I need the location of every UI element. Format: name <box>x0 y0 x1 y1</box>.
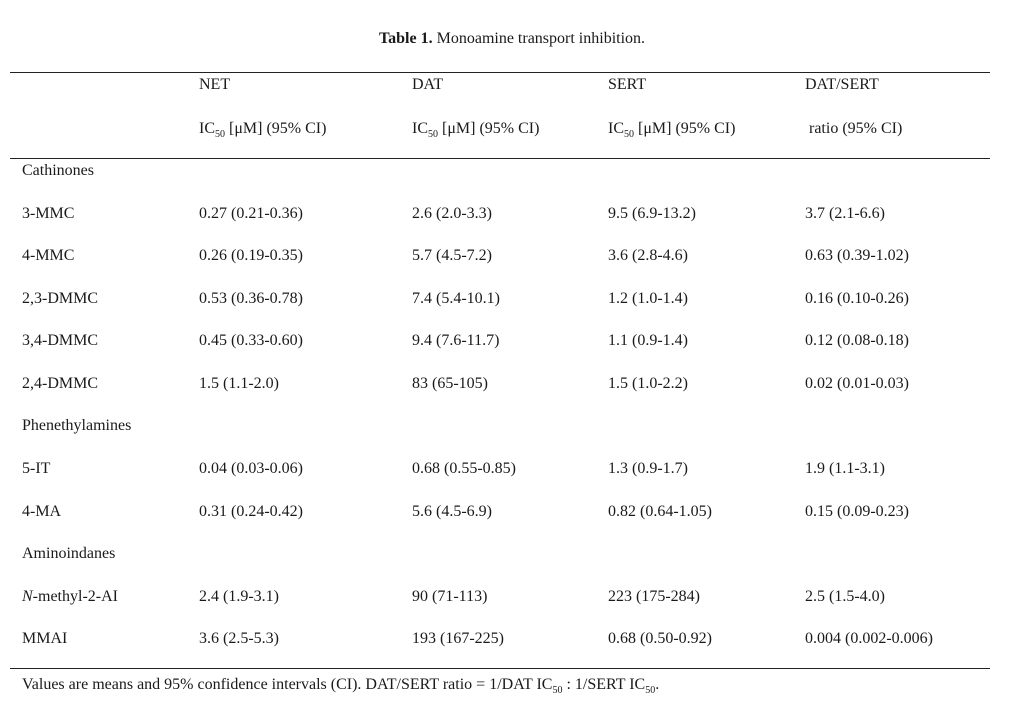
dat-value: 83 (65-105) <box>412 375 488 392</box>
header-dat-sert: DAT/SERT <box>805 76 879 93</box>
ratio-value: 0.16 (0.10-0.26) <box>805 290 909 307</box>
sert-value: 1.3 (0.9-1.7) <box>608 460 688 477</box>
ratio-value: 0.004 (0.002-0.006) <box>805 630 933 647</box>
group-label-aminoindanes: Aminoindanes <box>22 545 116 562</box>
net-value: 0.31 (0.24-0.42) <box>199 503 303 520</box>
sert-value: 0.82 (0.64-1.05) <box>608 503 712 520</box>
top-rule <box>10 72 990 73</box>
sert-value: 223 (175-284) <box>608 588 700 605</box>
group-label-phenethylamines: Phenethylamines <box>22 417 132 434</box>
sert-value: 0.68 (0.50-0.92) <box>608 630 712 647</box>
row-label: 2,3-DMMC <box>22 290 99 307</box>
table-caption-text: Monoamine transport inhibition. <box>436 30 646 47</box>
ratio-value: 3.7 (2.1-6.6) <box>805 205 885 222</box>
dat-value: 7.4 (5.4-10.1) <box>412 290 500 307</box>
row-label: 3-MMC <box>22 205 75 222</box>
sert-value: 3.6 (2.8-4.6) <box>608 247 688 264</box>
sert-value: 9.5 (6.9-13.2) <box>608 205 696 222</box>
net-value: 2.4 (1.9-3.1) <box>199 588 279 605</box>
dat-value: 2.6 (2.0-3.3) <box>412 205 492 222</box>
sert-value: 1.5 (1.0-2.2) <box>608 375 688 392</box>
row-label: N-methyl-2-AI <box>22 588 118 605</box>
ratio-value: 2.5 (1.5-4.0) <box>805 588 885 605</box>
table-footnote: Values are means and 95% confidence inte… <box>22 676 660 697</box>
bottom-rule <box>10 668 990 669</box>
net-value: 3.6 (2.5-5.3) <box>199 630 279 647</box>
dat-value: 5.6 (4.5-6.9) <box>412 503 492 520</box>
row-label: 4-MMC <box>22 247 75 264</box>
ratio-value: 0.15 (0.09-0.23) <box>805 503 909 520</box>
header-rule <box>10 158 990 159</box>
net-value: 0.45 (0.33-0.60) <box>199 332 303 349</box>
net-value: 0.26 (0.19-0.35) <box>199 247 303 264</box>
row-label: 3,4-DMMC <box>22 332 99 349</box>
ratio-value: 0.02 (0.01-0.03) <box>805 375 909 392</box>
group-label-cathinones: Cathinones <box>22 162 94 179</box>
row-label: 5-IT <box>22 460 51 477</box>
header-dat: DAT <box>412 76 444 93</box>
row-label: 4-MA <box>22 503 62 520</box>
net-value: 0.04 (0.03-0.06) <box>199 460 303 477</box>
dat-value: 5.7 (4.5-7.2) <box>412 247 492 264</box>
subheader-sert: IC50 [μM] (95% CI) <box>608 120 736 141</box>
table-caption: Table 1. Monoamine transport inhibition. <box>0 30 1024 48</box>
row-label: 2,4-DMMC <box>22 375 99 392</box>
net-value: 0.27 (0.21-0.36) <box>199 205 303 222</box>
dat-value: 0.68 (0.55-0.85) <box>412 460 516 477</box>
dat-value: 9.4 (7.6-11.7) <box>412 332 500 349</box>
subheader-dat: IC50 [μM] (95% CI) <box>412 120 540 141</box>
table-caption-label: Table 1. <box>378 30 433 47</box>
dat-value: 90 (71-113) <box>412 588 488 605</box>
row-label: MMAI <box>22 630 68 647</box>
subheader-net: IC50 [μM] (95% CI) <box>199 120 327 141</box>
ratio-value: 0.63 (0.39-1.02) <box>805 247 909 264</box>
header-net: NET <box>199 76 231 93</box>
dat-value: 193 (167-225) <box>412 630 504 647</box>
sert-value: 1.2 (1.0-1.4) <box>608 290 688 307</box>
sert-value: 1.1 (0.9-1.4) <box>608 332 688 349</box>
net-value: 0.53 (0.36-0.78) <box>199 290 303 307</box>
subheader-ratio: ratio (95% CI) <box>809 120 903 137</box>
ratio-value: 1.9 (1.1-3.1) <box>805 460 885 477</box>
ratio-value: 0.12 (0.08-0.18) <box>805 332 909 349</box>
net-value: 1.5 (1.1-2.0) <box>199 375 279 392</box>
header-sert: SERT <box>608 76 647 93</box>
